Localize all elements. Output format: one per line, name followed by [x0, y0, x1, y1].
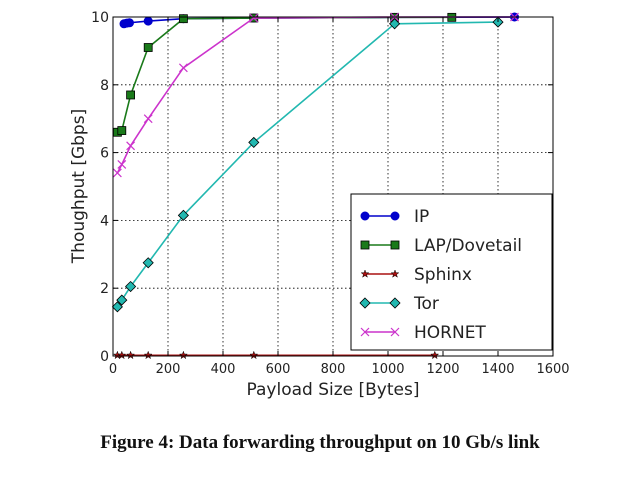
- legend-label: HORNET: [414, 323, 486, 343]
- x-tick-label: 400: [211, 362, 236, 377]
- grid-lines: [113, 17, 553, 356]
- y-tick-label: 6: [100, 146, 109, 162]
- x-tick-label: 600: [266, 362, 291, 377]
- figure-caption: Figure 4: Data forwarding throughput on …: [100, 432, 540, 453]
- y-tick-label: 8: [100, 78, 109, 94]
- throughput-chart: 0 200 400 600 800 1000 1200 1400 1600 0 2 4 6 8 10 Pay…: [69, 10, 570, 400]
- y-tick-label: 4: [100, 213, 109, 229]
- legend-item: HORNET: [360, 323, 486, 343]
- axis-ticks: 0 200 400 600 800 1000 1200 1400 1600 0 2 4 6 8 10: [91, 10, 569, 377]
- x-axis-label: Payload Size [Bytes]: [247, 380, 420, 400]
- x-tick-label: 1200: [426, 362, 459, 377]
- x-tick-label: 0: [109, 362, 117, 377]
- legend: IP LAP/Dovetail Sphinx Tor HORNET: [350, 193, 553, 351]
- y-tick-label: 10: [91, 10, 109, 26]
- series-lap-dovetail: [113, 12, 457, 137]
- legend-item: LAP/Dovetail: [360, 236, 522, 256]
- x-tick-label: 800: [321, 362, 346, 377]
- y-tick-label: 0: [100, 349, 109, 365]
- data-series: [111, 12, 519, 360]
- x-tick-label: 1000: [371, 362, 404, 377]
- series-tor: [111, 16, 504, 313]
- legend-label: LAP/Dovetail: [414, 236, 522, 256]
- y-axis-label: Thoughput [Gbps]: [69, 109, 89, 264]
- legend-label: Sphinx: [414, 265, 472, 285]
- x-tick-label: 1400: [481, 362, 514, 377]
- y-tick-label: 2: [100, 281, 109, 297]
- legend-item: Sphinx: [360, 265, 472, 285]
- legend-label: Tor: [413, 294, 439, 314]
- x-tick-label: 200: [156, 362, 181, 377]
- series-sphinx: [112, 350, 440, 360]
- legend-item: Tor: [359, 294, 439, 314]
- legend-label: IP: [414, 207, 429, 227]
- x-tick-label: 1600: [536, 362, 569, 377]
- legend-item: IP: [360, 207, 429, 227]
